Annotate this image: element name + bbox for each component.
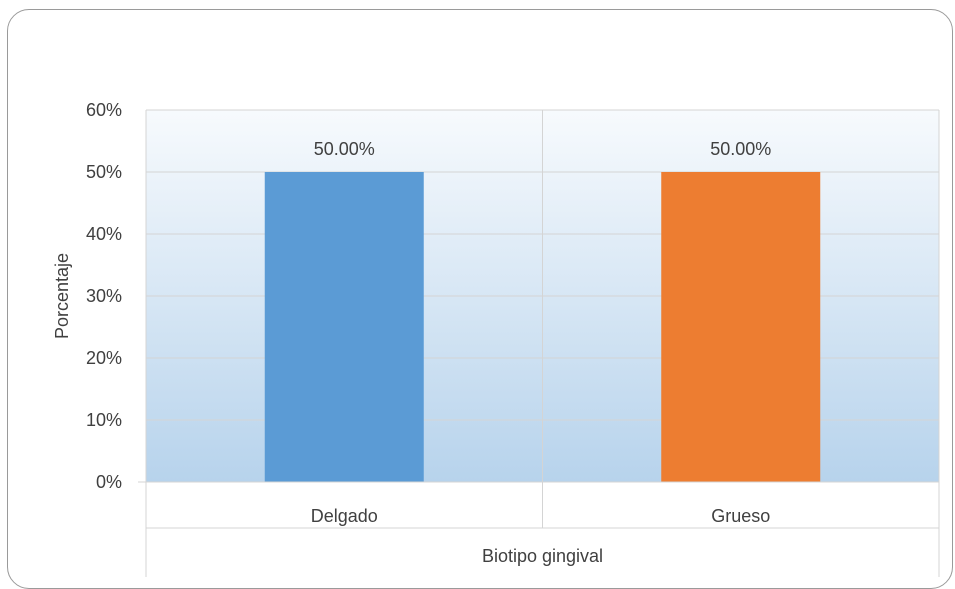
y-tick-label: 50%: [86, 162, 122, 182]
bar-delgado: [264, 172, 424, 482]
bar-grueso: [661, 172, 821, 482]
y-axis-title: Porcentaje: [52, 253, 72, 339]
x-tick-label: Grueso: [711, 506, 770, 526]
y-tick-label: 20%: [86, 348, 122, 368]
y-tick-label: 40%: [86, 224, 122, 244]
y-tick-label: 30%: [86, 286, 122, 306]
x-axis-title: Biotipo gingival: [482, 546, 603, 566]
axes: [138, 110, 940, 577]
y-tick-label: 10%: [86, 410, 122, 430]
labels: 0% 10% 20% 30% 40% 50% 60% 50.00% Delgado 50.00% G…: [86, 100, 771, 526]
bars: [264, 172, 821, 482]
x-tick-label: Delgado: [311, 506, 378, 526]
data-label: 50.00%: [710, 139, 771, 159]
y-tick-label: 60%: [86, 100, 122, 120]
y-tick-label: 0%: [96, 472, 122, 492]
data-label: 50.00%: [314, 139, 375, 159]
